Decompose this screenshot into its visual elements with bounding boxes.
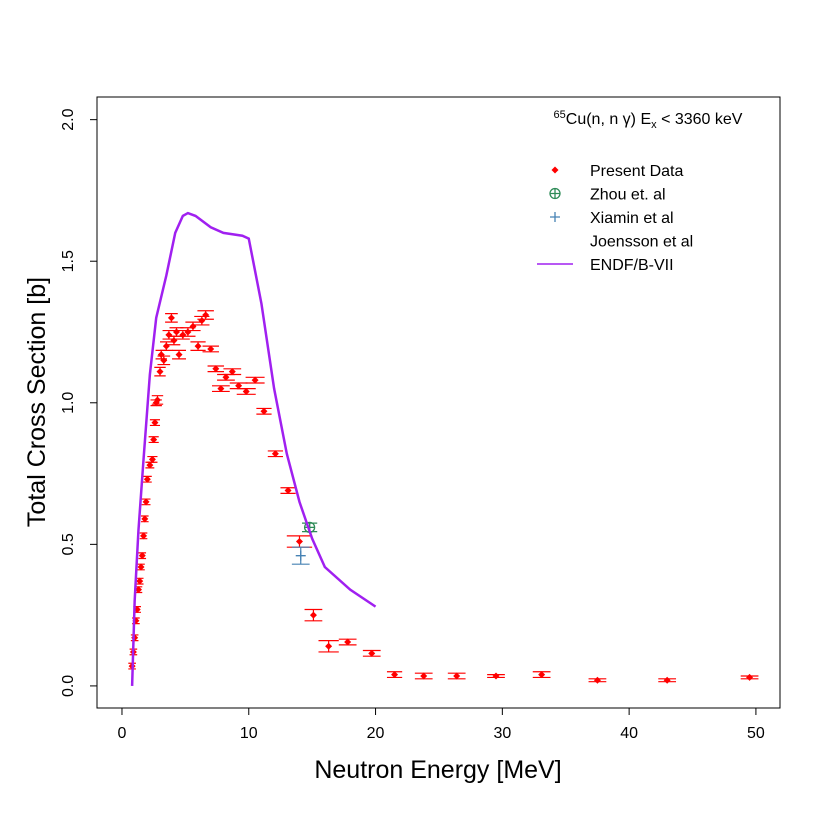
point (138, 552, 146, 560)
x-tick-label: 40 (620, 725, 638, 742)
point (156, 368, 164, 376)
point (202, 311, 210, 319)
legend-label: Xiamin et al (590, 210, 674, 227)
point (222, 373, 230, 381)
point (344, 638, 352, 646)
point (325, 642, 333, 650)
point (295, 550, 306, 561)
point (165, 331, 173, 339)
point (593, 676, 601, 684)
point (172, 328, 180, 336)
point (162, 342, 170, 350)
x-tick-label: 20 (367, 725, 385, 742)
point (538, 671, 546, 679)
point (663, 676, 671, 684)
legend-label: Joensson et al (590, 234, 693, 251)
title-sub: x (651, 119, 657, 131)
legend: Present Data Zhou et. al Xiamin et al Joens… (537, 163, 693, 274)
y-tick-label: 2.0 (60, 108, 77, 130)
legend-swatch (551, 166, 559, 174)
y-tick-label: 1.0 (60, 392, 77, 414)
point (420, 672, 428, 680)
point (175, 351, 183, 359)
x-tick-label: 50 (747, 725, 765, 742)
title-rest: < 3360 keV (657, 111, 743, 128)
point (137, 563, 145, 571)
point (141, 515, 149, 523)
point (391, 671, 399, 679)
point (284, 487, 292, 495)
point (228, 368, 236, 376)
legend-label: Zhou et. al (590, 187, 666, 204)
point (295, 538, 303, 546)
point (207, 345, 215, 353)
x-tick-label: 0 (118, 725, 127, 742)
point (453, 672, 461, 680)
legend-swatch (549, 187, 561, 200)
point (189, 322, 197, 330)
point (143, 475, 151, 483)
point (746, 673, 754, 681)
title-sup: 65 (554, 109, 566, 121)
line (130, 211, 377, 686)
chart-title: 65Cu(n, n γ) Ex < 3360 keV (554, 109, 743, 131)
point (368, 649, 376, 657)
point (260, 407, 268, 415)
y-tick-label: 1.5 (60, 250, 77, 272)
point (160, 356, 168, 364)
point (212, 365, 220, 373)
x-tick-label: 30 (493, 725, 511, 742)
point (142, 498, 150, 506)
point (153, 396, 161, 404)
point (198, 317, 206, 325)
y-tick-label: 0.0 (60, 675, 77, 697)
point (251, 376, 259, 384)
point (148, 455, 156, 463)
point (242, 387, 250, 395)
x-tick-label: 10 (240, 725, 258, 742)
point (150, 436, 158, 444)
title-main: Cu(n, n γ) E (566, 111, 651, 128)
point (146, 461, 154, 469)
point (271, 450, 279, 458)
point (194, 342, 202, 350)
point (134, 586, 142, 594)
point (217, 385, 225, 393)
legend-swatch (550, 212, 560, 222)
y-axis-label: Total Cross Section [b] (23, 277, 51, 527)
x-axis-label: Neutron Energy [MeV] (314, 756, 561, 784)
point (235, 382, 243, 390)
y-tick-label: 0.5 (60, 533, 77, 555)
point (136, 577, 144, 585)
point (170, 336, 178, 344)
point (140, 532, 148, 540)
legend-label: ENDF/B-VII (590, 257, 674, 274)
point (151, 419, 159, 427)
point (167, 314, 175, 322)
point (309, 611, 317, 619)
plot-box (96, 96, 781, 709)
legend-label: Present Data (590, 163, 683, 180)
point (492, 672, 500, 680)
